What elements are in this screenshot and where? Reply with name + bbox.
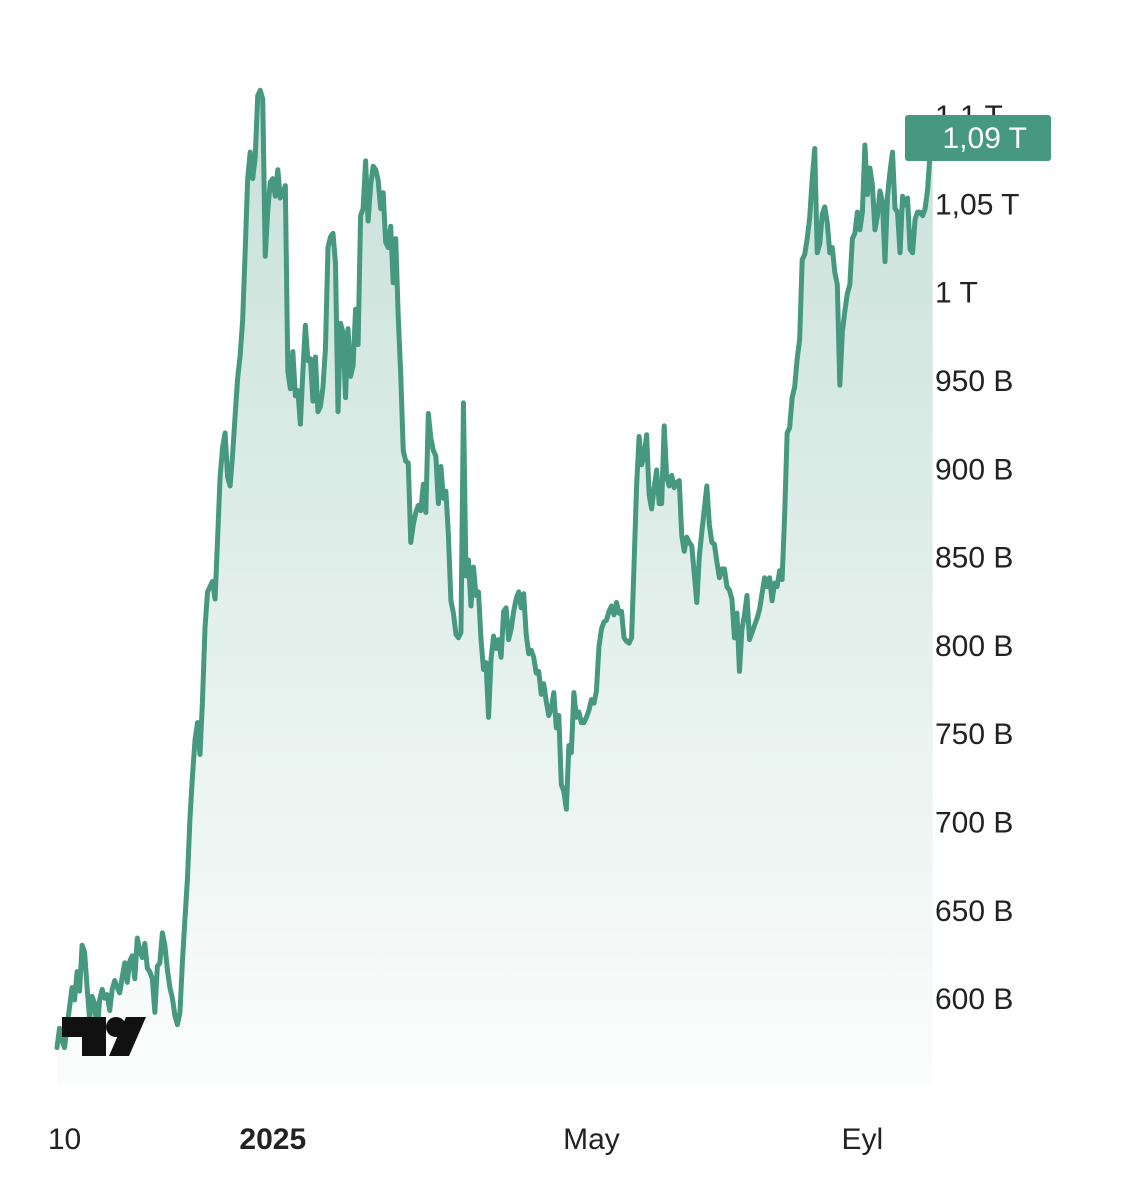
y-tick-label: 750 B bbox=[935, 718, 1013, 751]
last-value-label: 1,09 T bbox=[942, 122, 1027, 155]
series-area-fill bbox=[57, 90, 933, 1085]
last-value-badge: 1,09 T bbox=[905, 115, 1051, 161]
y-tick-label: 850 B bbox=[935, 542, 1013, 575]
y-axis: 600 B 650 B 700 B 750 B 800 B 850 B 900 B 950 B… bbox=[935, 100, 1020, 1016]
y-tick-label: 700 B bbox=[935, 807, 1013, 840]
last-value-badge-bg bbox=[905, 115, 1051, 161]
y-tick-label: 1 T bbox=[935, 277, 978, 310]
x-tick-label: Eyl bbox=[842, 1123, 884, 1156]
tradingview-logo bbox=[62, 1017, 146, 1056]
x-tick-label: 10 bbox=[48, 1123, 81, 1156]
logo-part-3 bbox=[109, 1017, 146, 1056]
y-tick-label: 900 B bbox=[935, 453, 1013, 486]
x-tick-label: May bbox=[563, 1123, 620, 1156]
y-tick-label: 600 B bbox=[935, 983, 1013, 1016]
y-tick-label: 1,05 T bbox=[935, 188, 1020, 221]
y-tick-label: 950 B bbox=[935, 365, 1013, 398]
series-line bbox=[54, 87, 936, 1051]
y-tick-label: 650 B bbox=[935, 895, 1013, 928]
logo-part-1 bbox=[62, 1017, 106, 1056]
y-tick-label: 800 B bbox=[935, 630, 1013, 663]
x-tick-label: 2025 bbox=[239, 1123, 306, 1156]
plot-area bbox=[54, 87, 941, 1085]
x-axis: 10 2025 May Eyl bbox=[48, 1123, 883, 1156]
